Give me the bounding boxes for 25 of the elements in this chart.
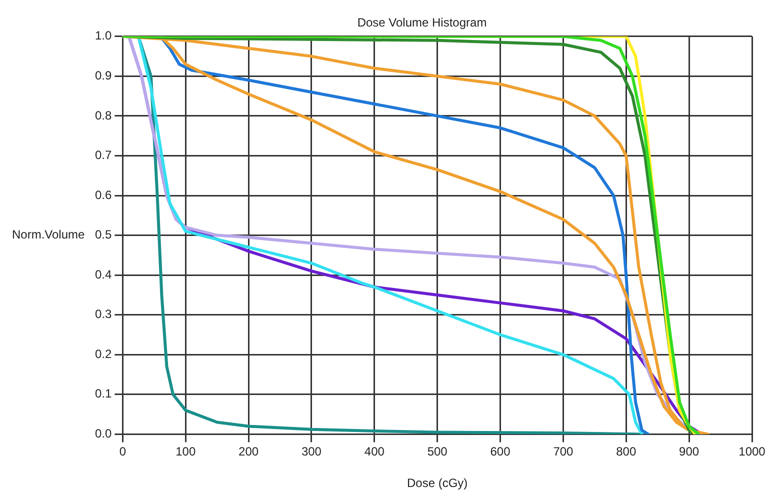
chart-title: Dose Volume Histogram [357, 16, 487, 30]
y-axis-title: Norm.Volume [12, 228, 86, 242]
y-tick-label: 1.0 [94, 28, 112, 43]
y-tick-label: 0.5 [94, 228, 112, 242]
x-tick-label: 0 [119, 444, 126, 459]
x-axis-title: Dose (cGy) [406, 476, 468, 490]
y-tick-label: 0.6 [94, 188, 112, 202]
y-tick-label: 0.8 [94, 108, 112, 122]
x-tick-label: 900 [679, 444, 700, 459]
x-tick-label: 200 [238, 444, 259, 459]
x-tick-label: 700 [553, 444, 574, 459]
x-tick-label: 300 [301, 444, 322, 459]
x-tick-label: 400 [364, 444, 385, 459]
x-tick-label: 1000 [738, 444, 766, 459]
y-tick-label: 0.9 [94, 68, 112, 82]
y-tick-label: 0.4 [94, 267, 112, 282]
x-tick-label: 500 [427, 444, 448, 459]
y-tick-label: 0.7 [94, 148, 112, 162]
x-tick-label: 100 [176, 444, 196, 459]
y-tick-label: 0.2 [94, 346, 112, 361]
y-tick-label: 0.1 [94, 386, 112, 401]
y-tick-label: 0.0 [94, 426, 112, 441]
y-tick-label: 0.3 [94, 307, 112, 322]
x-tick-label: 800 [616, 444, 636, 459]
x-tick-label: 600 [490, 444, 511, 459]
